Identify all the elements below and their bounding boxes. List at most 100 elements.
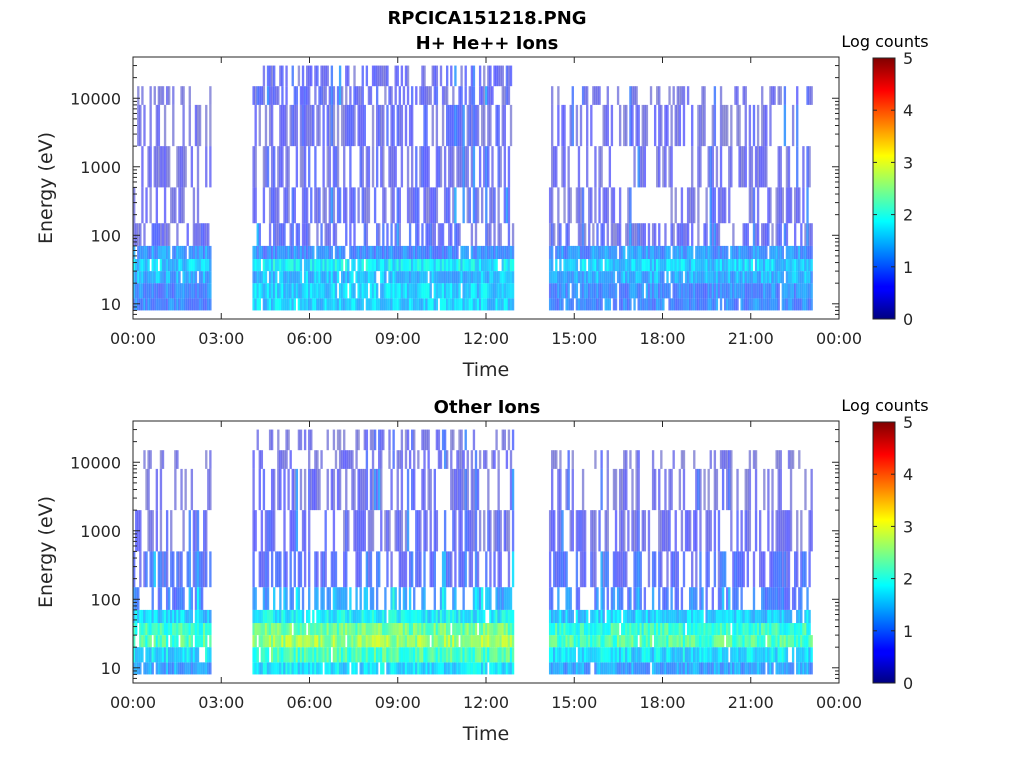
heatmap-cell xyxy=(680,223,684,246)
heatmap-cell xyxy=(135,587,138,610)
heatmap-cell xyxy=(326,146,329,188)
heatmap-cell xyxy=(328,245,331,260)
heatmap-cell xyxy=(713,104,717,147)
heatmap-cell xyxy=(299,468,303,511)
heatmap-cell xyxy=(207,609,210,624)
heatmap-cell xyxy=(200,662,204,675)
heatmap-cell xyxy=(767,298,770,311)
heatmap-cell xyxy=(176,647,179,663)
heatmap-cell xyxy=(207,259,210,272)
heatmap-cell xyxy=(159,647,163,663)
heatmap-cell xyxy=(371,468,375,511)
heatmap-cell xyxy=(297,623,301,636)
heatmap-cell xyxy=(612,187,616,224)
heatmap-cell xyxy=(559,635,562,648)
heatmap-cell xyxy=(472,510,476,552)
heatmap-cell xyxy=(483,283,486,299)
heatmap-cell xyxy=(693,271,696,284)
heatmap-cell xyxy=(254,283,257,299)
heatmap-cell xyxy=(270,662,274,675)
heatmap-cell xyxy=(649,86,653,105)
heatmap-cell xyxy=(369,510,373,552)
heatmap-cell xyxy=(606,662,609,675)
y-tick-label: 10000 xyxy=(70,453,121,472)
heatmap-cell xyxy=(483,635,486,648)
heatmap-cell xyxy=(332,187,336,224)
heatmap-cell xyxy=(293,298,296,311)
heatmap-cell xyxy=(563,623,566,636)
heatmap-cell xyxy=(308,146,311,188)
heatmap-cell xyxy=(676,223,679,246)
heatmap-cell xyxy=(303,647,307,663)
heatmap-cell xyxy=(579,510,583,552)
heatmap-cell xyxy=(448,104,451,147)
heatmap-cell xyxy=(172,662,175,675)
heatmap-cell xyxy=(289,510,292,552)
heatmap-cell xyxy=(707,623,710,636)
heatmap-cell xyxy=(143,271,146,284)
heatmap-cell xyxy=(548,283,552,299)
x-axis-label: Time xyxy=(462,359,510,381)
heatmap-cell xyxy=(159,86,163,105)
heatmap-cell xyxy=(567,146,570,188)
heatmap-cell xyxy=(365,271,369,284)
heatmap-cell xyxy=(606,298,609,311)
heatmap-cell xyxy=(378,245,381,260)
heatmap-cell xyxy=(744,86,747,105)
heatmap-cell xyxy=(608,245,612,260)
heatmap-cell xyxy=(394,662,397,675)
heatmap-cell xyxy=(559,450,562,469)
heatmap-cell xyxy=(260,510,264,552)
heatmap-cell xyxy=(194,223,198,246)
heatmap-cell xyxy=(577,245,581,260)
heatmap-cell xyxy=(662,510,665,552)
heatmap-cell xyxy=(273,662,276,675)
heatmap-cell xyxy=(198,259,202,272)
heatmap-cell xyxy=(491,623,494,636)
heatmap-cell xyxy=(723,647,727,663)
heatmap-cell xyxy=(260,662,264,675)
heatmap-cell xyxy=(194,587,198,610)
heatmap-cell xyxy=(758,551,762,588)
heatmap-cell xyxy=(390,245,393,260)
heatmap-cell xyxy=(273,245,276,260)
heatmap-cell xyxy=(252,468,255,511)
heatmap-cell xyxy=(693,450,696,469)
heatmap-cell xyxy=(435,429,439,451)
heatmap-cell xyxy=(450,104,453,147)
heatmap-cell xyxy=(448,259,451,272)
heatmap-cell xyxy=(627,298,630,311)
heatmap-cell xyxy=(361,86,364,105)
heatmap-cell xyxy=(316,187,319,224)
heatmap-cell xyxy=(303,510,307,552)
heatmap-cell xyxy=(316,623,319,636)
heatmap-cell xyxy=(750,245,754,260)
heatmap-cell xyxy=(448,298,451,311)
heatmap-cell xyxy=(316,271,319,284)
heatmap-cell xyxy=(604,283,607,299)
heatmap-cell xyxy=(557,609,560,624)
heatmap-cell xyxy=(172,104,175,147)
heatmap-cell xyxy=(806,187,809,224)
heatmap-cell xyxy=(330,635,334,648)
heatmap-cell xyxy=(157,104,161,147)
heatmap-cell xyxy=(610,662,614,675)
heatmap-cell xyxy=(133,245,136,260)
heatmap-cell xyxy=(507,245,511,260)
heatmap-cell xyxy=(756,647,760,663)
heatmap-cell xyxy=(719,259,723,272)
heatmap-cell xyxy=(163,104,167,147)
heatmap-cell xyxy=(505,187,509,224)
heatmap-cell xyxy=(606,623,609,636)
heatmap-cell xyxy=(413,298,416,311)
heatmap-cell xyxy=(404,662,408,675)
heatmap-cell xyxy=(170,510,173,552)
heatmap-cell xyxy=(334,635,338,648)
heatmap-cell xyxy=(781,662,784,675)
heatmap-cell xyxy=(384,86,387,105)
heatmap-cell xyxy=(275,635,278,648)
heatmap-cell xyxy=(340,609,344,624)
heatmap-cell xyxy=(398,283,401,299)
heatmap-cell xyxy=(310,298,313,311)
heatmap-cell xyxy=(421,223,424,246)
